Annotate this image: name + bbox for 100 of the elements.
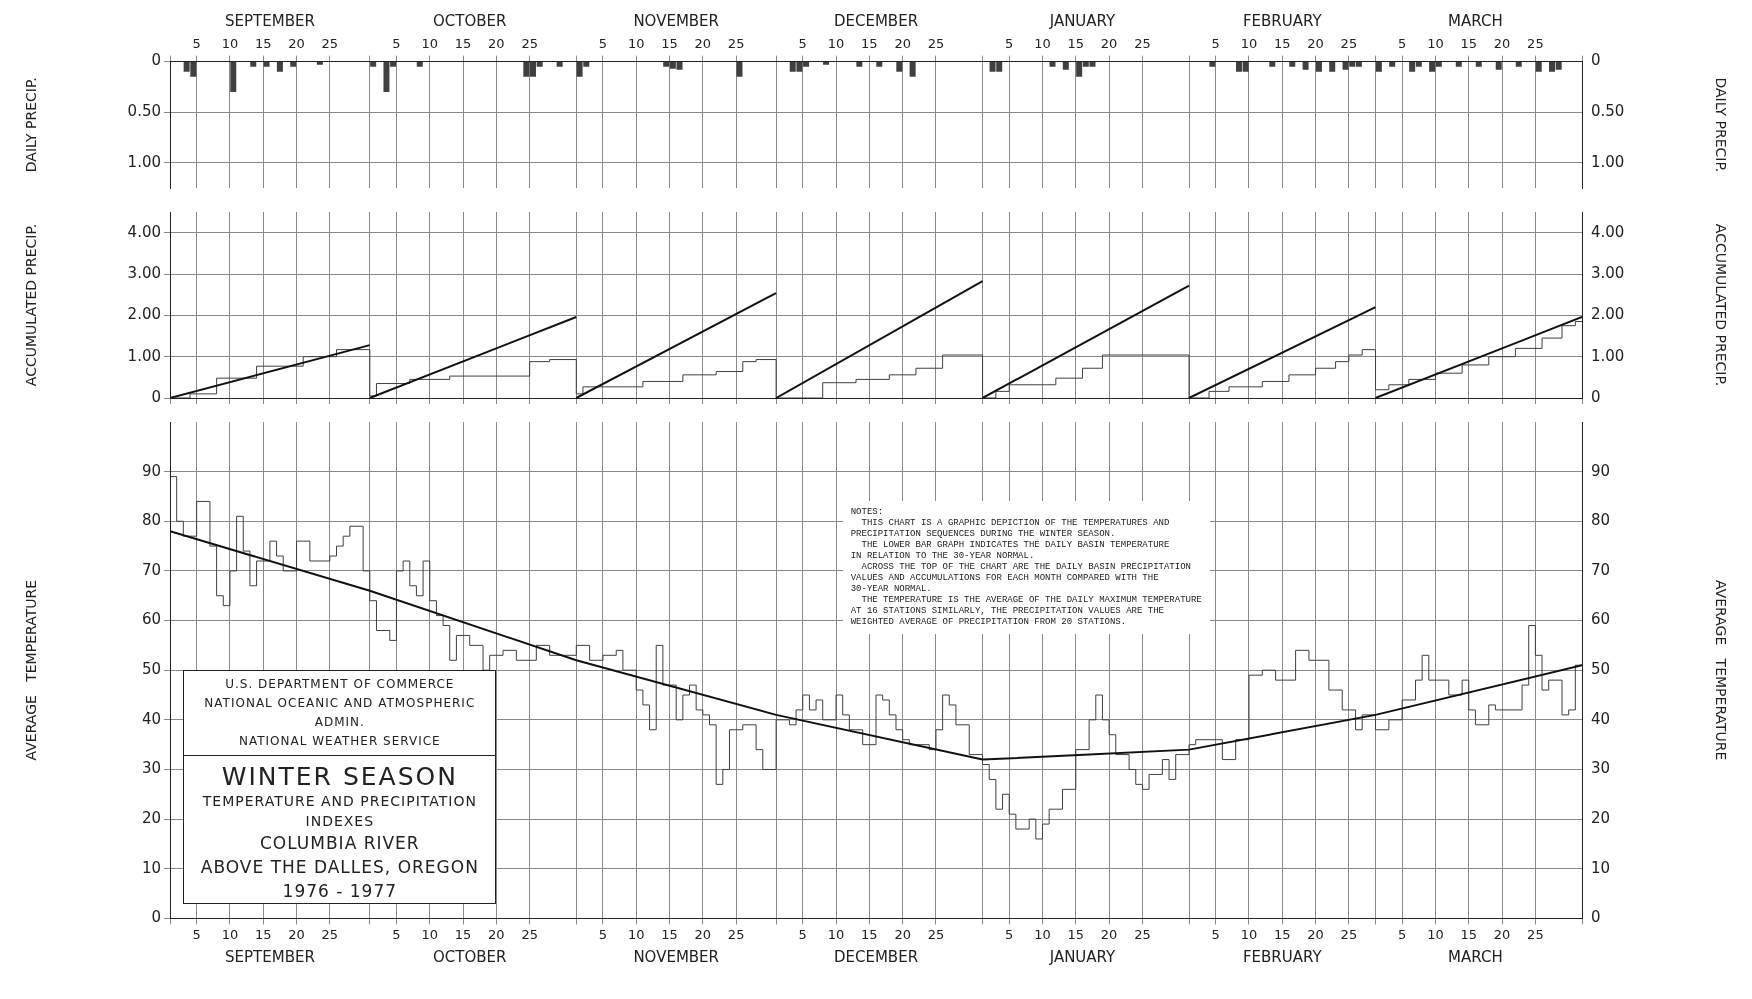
x-tick-label: 5: [598, 36, 608, 52]
x-tick-label: 15: [254, 36, 272, 52]
y2-tick-label: 1.00: [1591, 152, 1625, 171]
x2-tick-label: MARCH: [1448, 947, 1503, 966]
y2-axis-title: AVERAGE TEMPERATURE: [1712, 579, 1729, 761]
x-tick-label: 20: [288, 926, 305, 942]
x-tick-label: 10: [1034, 36, 1051, 52]
bar: [263, 62, 270, 67]
bar: [1455, 62, 1462, 67]
y2-tick-label: 3.00: [1591, 263, 1625, 282]
bar: [909, 62, 916, 77]
y2-tick-label: 0: [1591, 387, 1601, 406]
x-tick-label: 15: [1067, 926, 1085, 942]
bar: [1535, 62, 1542, 72]
x-tick-label: 15: [661, 36, 678, 52]
x-tick-label: 25: [1527, 36, 1544, 52]
y2-tick-label: 40: [1591, 709, 1611, 728]
y-tick-label: 0: [151, 908, 161, 927]
bar: [1209, 62, 1216, 67]
x-tick-label: 20: [894, 36, 911, 52]
y2-tick-label: 10: [1591, 858, 1611, 877]
x2-tick-label: DECEMBER: [833, 11, 919, 30]
y-tick-label: 20: [141, 809, 161, 828]
bar: [896, 62, 903, 72]
y-tick-label: 1.00: [127, 346, 161, 365]
y-tick-label: 4.00: [127, 222, 161, 241]
bar: [1062, 62, 1069, 70]
x-tick-label: 10: [1240, 926, 1258, 942]
x-tick-label: 20: [1493, 926, 1511, 942]
x-tick-label: 10: [421, 926, 439, 942]
x2-tick-label: OCTOBER: [432, 11, 507, 30]
y2-tick-label: 90: [1591, 461, 1611, 480]
x-tick-label: 5: [798, 36, 807, 52]
x-tick-label: 15: [454, 926, 472, 942]
x-tick-label: 5: [1398, 36, 1407, 52]
y-tick-label: 2.00: [127, 305, 161, 324]
x-tick-label: 20: [694, 36, 712, 52]
annotation: NATIONAL OCEANIC AND ATMOSPHERIC ADMIN.: [203, 695, 477, 732]
x2-tick-label: OCTOBER: [432, 947, 507, 966]
x-tick-label: 20: [488, 36, 505, 52]
bar: [556, 62, 563, 67]
y2-tick-label: 4.00: [1591, 222, 1625, 241]
y2-tick-label: 80: [1591, 511, 1611, 530]
x2-tick-label: JANUARY: [1048, 11, 1117, 30]
bar: [250, 62, 257, 67]
x2-tick-label: DECEMBER: [833, 947, 919, 966]
bar: [1315, 62, 1322, 72]
x-tick-label: 5: [1005, 36, 1014, 52]
x-tick-label: 15: [861, 926, 878, 942]
x-tick-label: 20: [1307, 36, 1324, 52]
x-tick-label: 25: [927, 36, 945, 52]
x-tick-label: 10: [1427, 926, 1444, 942]
bar: [1495, 62, 1502, 70]
y2-tick-label: 50: [1591, 660, 1611, 679]
x-tick-label: 15: [254, 926, 272, 942]
x-tick-label: 5: [598, 926, 608, 942]
x-tick-label: 10: [627, 926, 645, 942]
x-tick-label: 15: [1460, 36, 1478, 52]
y-tick-label: 70: [141, 560, 161, 579]
x-tick-label: 25: [1340, 36, 1358, 52]
x-tick-label: 25: [727, 926, 745, 942]
x-tick-label: 20: [1307, 926, 1324, 942]
x-tick-label: 10: [421, 36, 439, 52]
x-tick-label: 5: [1211, 36, 1220, 52]
y-tick-label: 1.00: [127, 152, 161, 171]
bar: [1329, 62, 1336, 72]
x-tick-label: 25: [1134, 36, 1151, 52]
x-tick-label: 25: [521, 36, 538, 52]
x-tick-label: 15: [1274, 36, 1291, 52]
x-tick-label: 20: [1493, 36, 1511, 52]
x-tick-label: 15: [661, 926, 678, 942]
x2-tick-label: NOVEMBER: [633, 947, 720, 966]
y2-tick-label: 0.50: [1591, 102, 1625, 121]
bar: [856, 62, 863, 67]
y-tick-label: 0: [151, 51, 161, 70]
x2-tick-label: SEPTEMBER: [224, 947, 315, 966]
x-tick-label: 15: [1067, 36, 1085, 52]
y-tick-label: 0.50: [127, 102, 161, 121]
annotation: COLUMBIA RIVER: [258, 832, 421, 856]
x-tick-label: 15: [1274, 926, 1291, 942]
x-tick-label: 10: [221, 926, 239, 942]
x2-tick-label: JANUARY: [1048, 947, 1117, 966]
x-tick-label: 25: [927, 926, 945, 942]
x2-tick-label: NOVEMBER: [633, 11, 720, 30]
y-tick-label: 10: [141, 858, 161, 877]
x-tick-label: 5: [192, 926, 201, 942]
y-tick-label: 80: [141, 511, 161, 530]
bar: [1515, 62, 1522, 67]
x-tick-label: 20: [488, 926, 505, 942]
y-tick-label: 50: [141, 660, 161, 679]
y-tick-label: 40: [141, 709, 161, 728]
x-tick-label: 20: [694, 926, 712, 942]
bar: [823, 62, 830, 65]
bar: [276, 62, 283, 72]
bar: [290, 62, 297, 67]
text: TEMPERATURE AND PRECIPITATION INDEXES: [201, 792, 478, 832]
bar: [1375, 62, 1382, 72]
x-tick-label: 25: [321, 36, 339, 52]
bar: [876, 62, 883, 67]
y2-tick-label: 2.00: [1591, 305, 1625, 324]
